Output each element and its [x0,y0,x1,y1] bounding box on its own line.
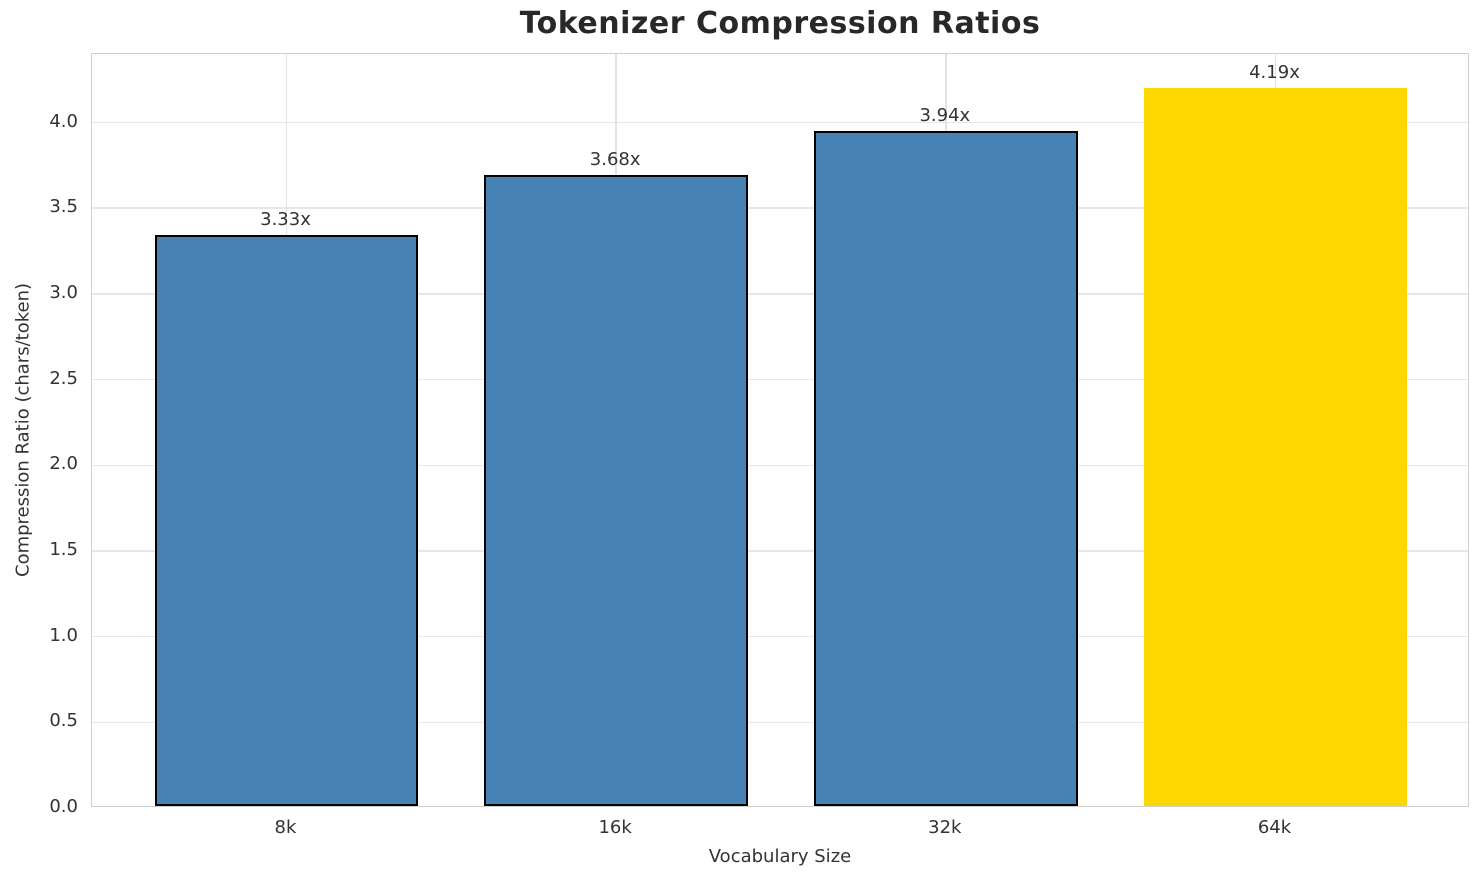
h-gridline [92,121,1468,124]
h-gridline [92,721,1468,724]
y-tick-label: 2.0 [49,453,78,475]
plot-area [91,53,1469,807]
x-tick-label-32k: 32k [928,817,962,838]
y-tick-label: 2.5 [49,367,78,389]
bar-value-label-64k: 4.19x [1249,61,1300,83]
y-tick-label: 1.5 [49,538,78,560]
h-gridline [92,293,1468,295]
x-tick-label-16k: 16k [598,817,632,838]
y-tick-label: 0.5 [49,710,78,732]
x-axis-label: Vocabulary Size [708,846,852,867]
h-gridline [92,464,1468,467]
y-tick-label: 0.0 [49,796,78,817]
x-tick-label-64k: 64k [1257,817,1292,838]
y-tick-label: 1.0 [49,624,78,646]
bar-64k [1143,88,1408,806]
h-gridline [92,378,1468,381]
y-axis-label: Compression Ratio (chars/token) [12,283,34,578]
bar-value-label-8k: 3.33x [260,209,311,231]
bar-value-label-16k: 3.68x [589,149,641,171]
bar-16k [484,175,749,806]
chart-title: Tokenizer Compression Ratios [519,6,1041,41]
y-tick-label: 3.5 [49,196,78,218]
h-gridline [92,635,1468,638]
h-gridline [92,550,1468,552]
y-tick-label: 3.0 [49,281,78,303]
x-tick-label-8k: 8k [274,817,297,838]
bar-8k [154,235,419,806]
bar-32k [813,130,1078,806]
h-gridline [92,207,1468,209]
bar-value-label-32k: 3.94x [919,104,971,126]
y-tick-label: 4.0 [49,110,78,132]
